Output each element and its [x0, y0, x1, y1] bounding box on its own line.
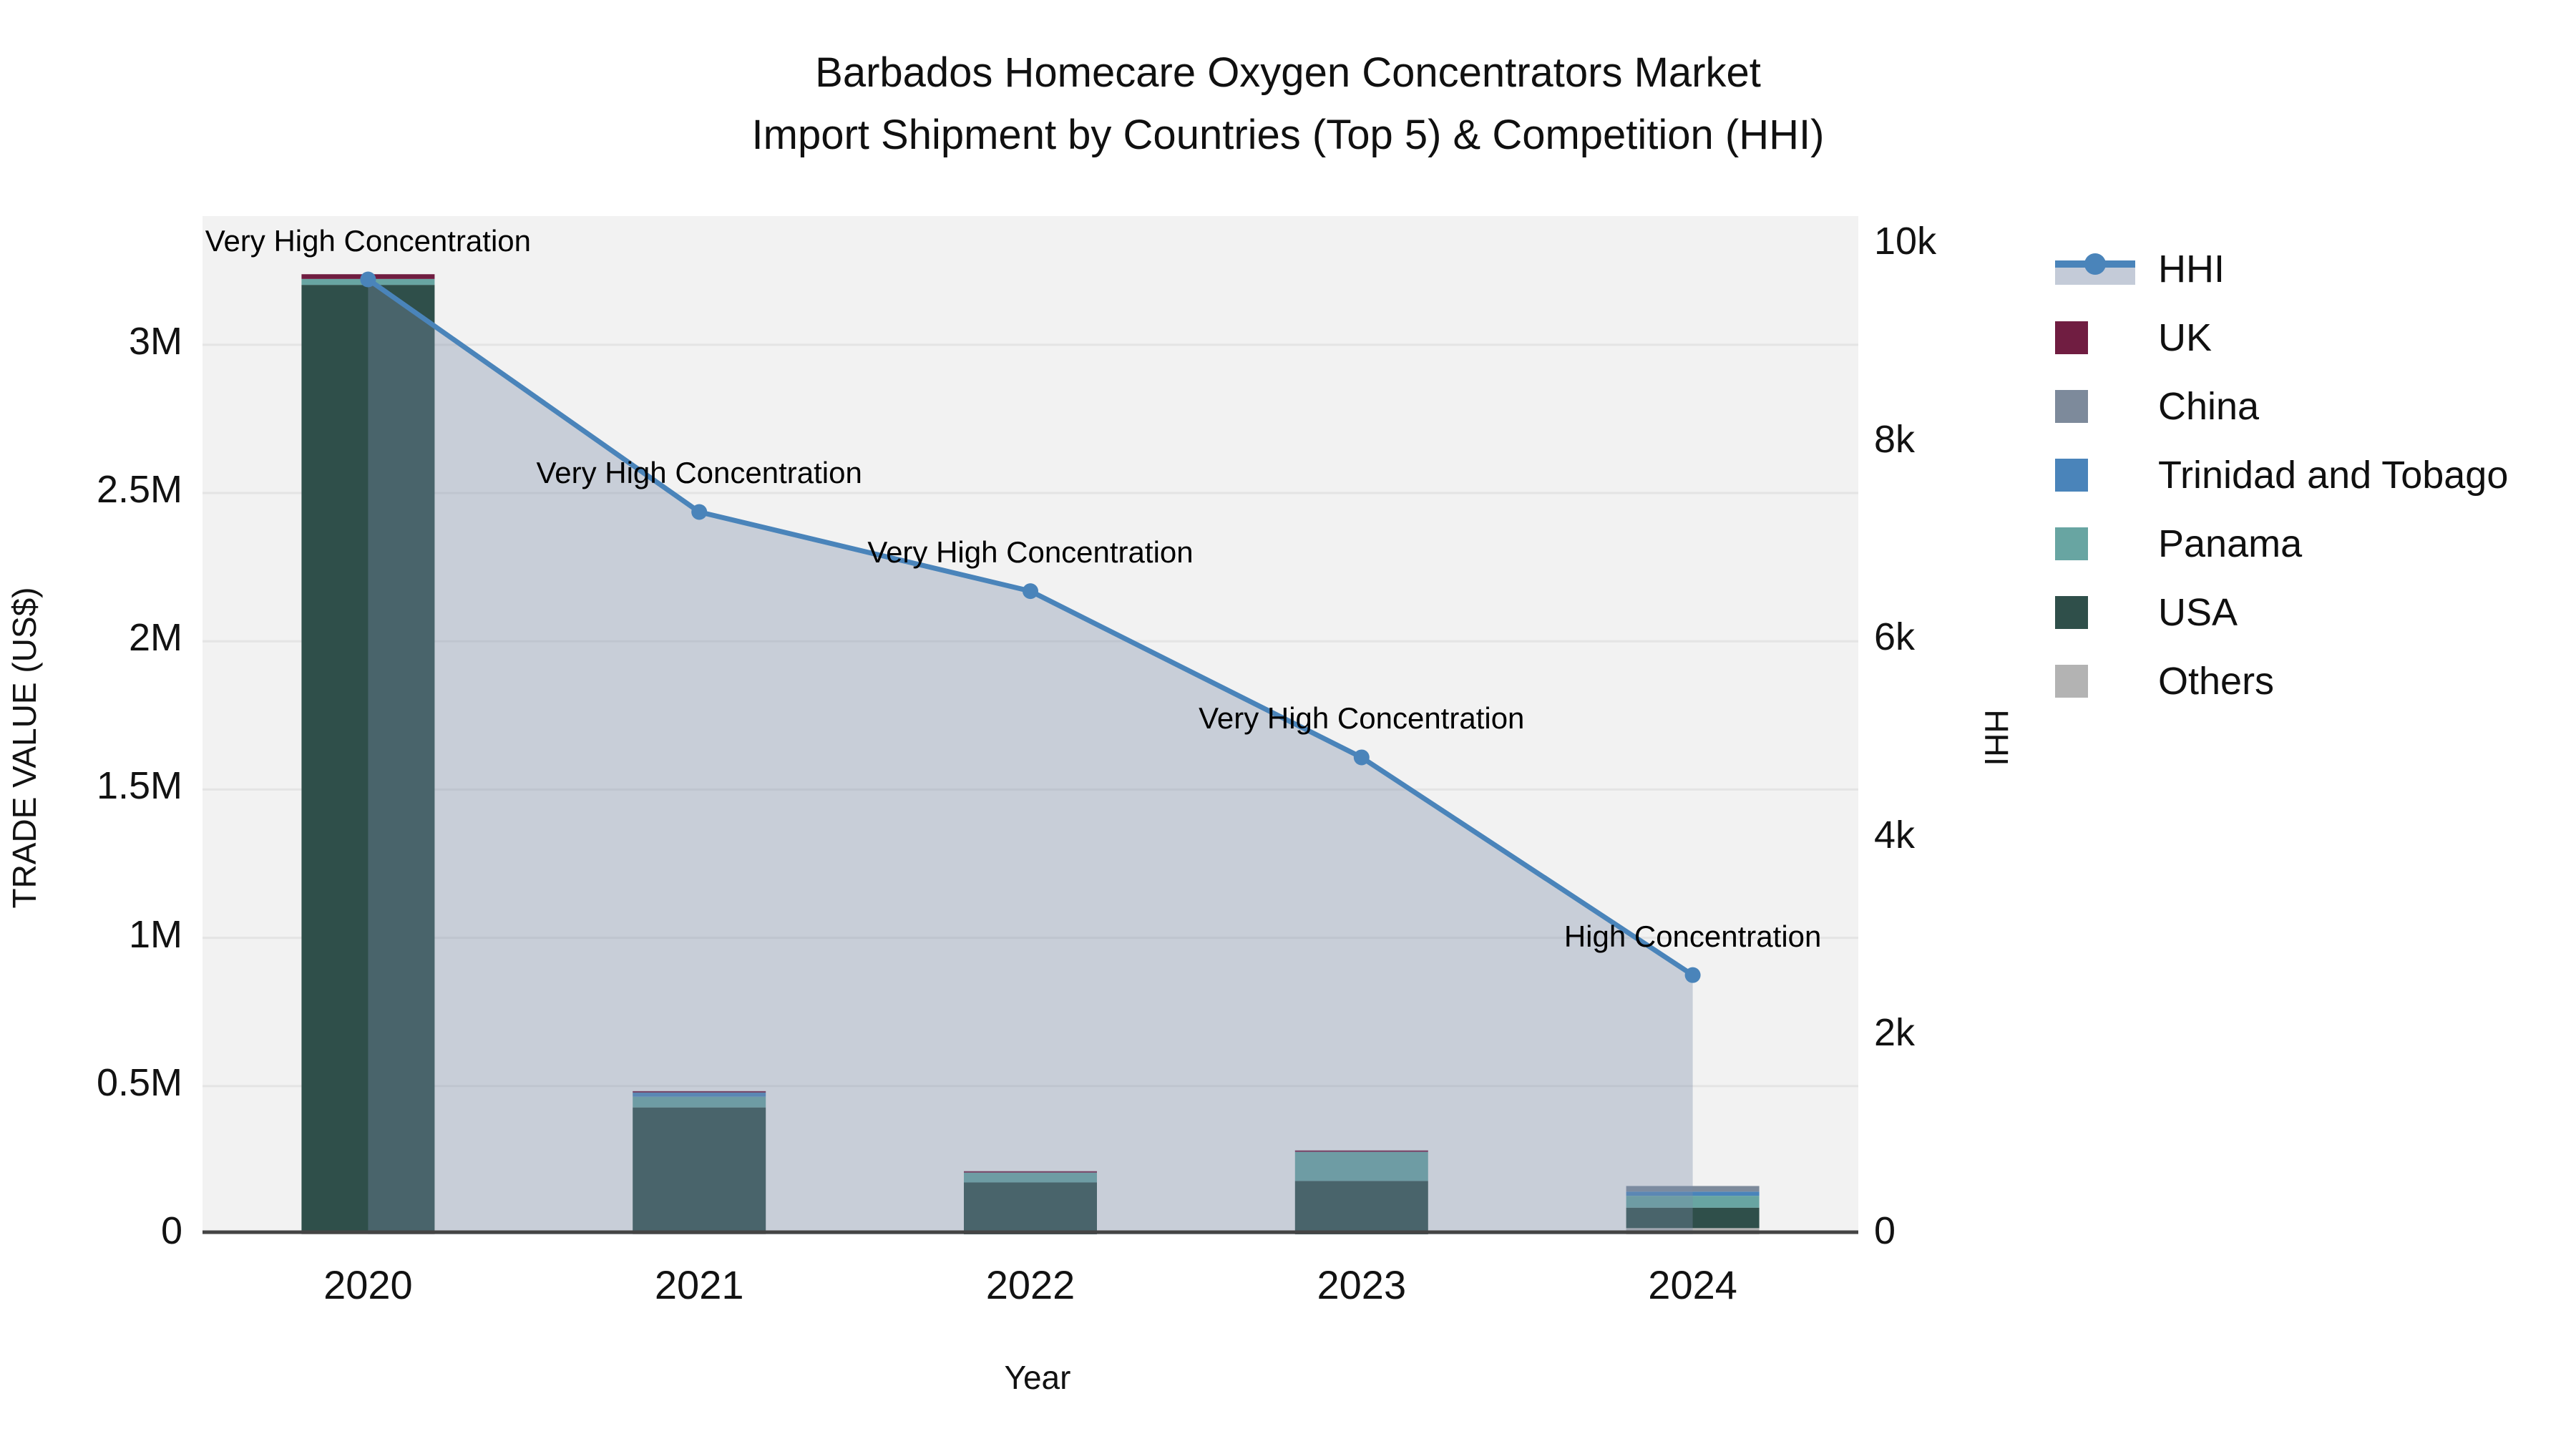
legend-label: HHI — [2158, 248, 2225, 291]
right-axis-tick-10k: 10k — [1874, 220, 1937, 263]
hhi-marker-2021[interactable] — [691, 504, 708, 520]
bar-segment-uk-2023[interactable] — [1294, 1150, 1428, 1152]
bar-segment-panama-2021[interactable] — [633, 1096, 766, 1108]
annotation-2020: Very High Concentration — [205, 223, 532, 258]
bar-segment-usa-2023[interactable] — [1294, 1181, 1428, 1234]
hhi-marker-2023[interactable] — [1353, 749, 1370, 766]
x-axis-label-2024: 2024 — [1648, 1262, 1737, 1307]
legend-item-uk[interactable]: UK — [2055, 303, 2508, 372]
left-axis-tick-0: 0 — [160, 1209, 182, 1252]
bar-segment-panama-2022[interactable] — [964, 1172, 1097, 1183]
hhi-area-fill — [368, 279, 1693, 1234]
hhi-marker-2024[interactable] — [1684, 967, 1701, 983]
legend-label: USA — [2158, 591, 2238, 634]
plot-area — [203, 216, 1858, 1234]
annotation-2024: High Concentration — [1563, 919, 1822, 953]
x-axis-label-2022: 2022 — [985, 1262, 1075, 1307]
panama-swatch-icon — [2055, 527, 2140, 560]
chart-canvas — [203, 271, 1858, 1234]
legend: HHI UK China Trinidad and Tobago Panama USA Ot… — [2055, 235, 2508, 716]
right-axis-tick-2k: 2k — [1874, 1011, 1916, 1055]
legend-label: China — [2158, 385, 2260, 428]
left-axis-tick-2M: 2M — [128, 616, 182, 660]
bar-segment-panama-2024[interactable] — [1626, 1196, 1760, 1208]
legend-item-usa[interactable]: USA — [2055, 578, 2508, 647]
left-axis-tick-1M: 1M — [128, 912, 182, 956]
right-axis-tick-8k: 8k — [1874, 417, 1916, 461]
bar-segment-usa-2020[interactable] — [301, 285, 435, 1231]
bar-segment-panama-2023[interactable] — [1294, 1151, 1428, 1181]
chart-title-line1: Barbados Homecare Oxygen Concentrators M… — [815, 49, 1761, 96]
annotation-2022: Very High Concentration — [867, 535, 1194, 570]
left-axis-tick-1.5M: 1.5M — [96, 764, 182, 808]
legend-item-panama[interactable]: Panama — [2055, 509, 2508, 578]
chart-title-line2: Import Shipment by Countries (Top 5) & C… — [751, 112, 1825, 158]
trinidad-and-tobago-swatch-icon — [2055, 459, 2140, 492]
left-axis-tick-2.5M: 2.5M — [96, 468, 182, 512]
legend-label: UK — [2158, 316, 2212, 359]
bar-segment-trinidad-and-tobago-2021[interactable] — [633, 1092, 766, 1097]
x-axis-label-2023: 2023 — [1317, 1262, 1407, 1307]
usa-swatch-icon — [2055, 596, 2140, 629]
chart-title: Barbados Homecare Oxygen Concentrators M… — [0, 42, 2576, 166]
x-axis-title: Year — [1004, 1359, 1071, 1396]
hhi-line-swatch-icon — [2055, 249, 2140, 289]
bar-segment-china-2024[interactable] — [1626, 1186, 1760, 1192]
hhi-marker-2020[interactable] — [360, 271, 376, 288]
legend-item-china[interactable]: China — [2055, 372, 2508, 441]
x-axis-label-2021: 2021 — [654, 1262, 744, 1307]
legend-item-hhi[interactable]: HHI — [2055, 235, 2508, 303]
legend-label: Panama — [2158, 522, 2303, 565]
others-swatch-icon — [2055, 665, 2140, 698]
right-axis-tick-0: 0 — [1874, 1209, 1896, 1252]
annotation-2021: Very High Concentration — [536, 456, 862, 490]
legend-label: Trinidad and Tobago — [2158, 454, 2509, 497]
left-axis-tick-0.5M: 0.5M — [96, 1060, 182, 1104]
x-axis-label-2020: 2020 — [323, 1262, 413, 1307]
right-axis-tick-4k: 4k — [1874, 813, 1916, 857]
left-axis-tick-3M: 3M — [128, 319, 182, 363]
bar-segment-uk-2021[interactable] — [633, 1091, 766, 1093]
china-swatch-icon — [2055, 390, 2140, 423]
hhi-marker-2022[interactable] — [1023, 583, 1038, 600]
bar-segment-usa-2024[interactable] — [1626, 1207, 1760, 1229]
bar-segment-usa-2022[interactable] — [964, 1182, 1097, 1234]
bar-segment-uk-2022[interactable] — [964, 1171, 1097, 1173]
legend-item-trinidad-and-tobago[interactable]: Trinidad and Tobago — [2055, 441, 2508, 509]
annotation-2023: Very High Concentration — [1199, 701, 1525, 736]
legend-item-others[interactable]: Others — [2055, 647, 2508, 716]
right-axis-tick-6k: 6k — [1874, 615, 1916, 659]
bar-segment-usa-2021[interactable] — [633, 1107, 766, 1232]
right-axis-title: HHI — [1978, 709, 2015, 766]
legend-label: Others — [2158, 660, 2275, 703]
uk-swatch-icon — [2055, 321, 2140, 354]
bar-segment-trinidad-and-tobago-2024[interactable] — [1626, 1191, 1760, 1196]
